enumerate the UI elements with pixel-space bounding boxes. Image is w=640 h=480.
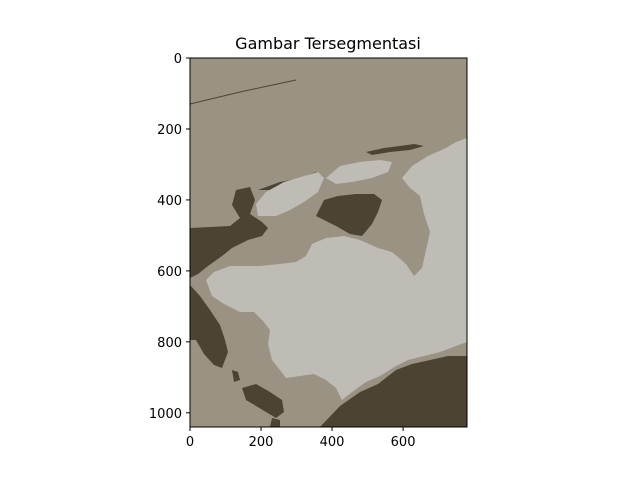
plot-area: [189, 57, 468, 428]
segment-dark-blob-3: [270, 418, 280, 427]
x-axis: 0 200 400 600: [186, 427, 416, 450]
segment-dark-center: [316, 194, 382, 236]
segment-dark-lower-left: [190, 285, 228, 368]
segmentation-image: [190, 58, 467, 427]
segment-dark-streak-2: [366, 144, 424, 155]
plot-frame: [189, 57, 468, 428]
segment-light-main: [206, 138, 467, 400]
chart-title: Gambar Tersegmentasi: [235, 34, 421, 53]
segment-dark-blob-1: [232, 370, 240, 382]
x-tick-label: 200: [249, 435, 274, 450]
x-tick-label: 0: [186, 435, 194, 450]
y-tick-label: 200: [157, 123, 182, 138]
y-tick-label: 400: [157, 194, 182, 209]
x-tick-label: 600: [391, 435, 416, 450]
y-tick-label: 0: [174, 52, 182, 67]
y-tick-label: 800: [157, 336, 182, 351]
segment-dark-left: [190, 187, 268, 278]
segment-dark-blob-2: [242, 384, 284, 418]
segment-light-upper-left: [256, 172, 324, 216]
segment-dark-line: [190, 79, 297, 105]
y-tick-label: 600: [157, 265, 182, 280]
segment-light-upper-mid: [326, 160, 392, 184]
x-tick-label: 400: [320, 435, 345, 450]
y-axis: 0 200 400 600 800 1000: [149, 52, 190, 422]
y-tick-label: 1000: [149, 407, 182, 422]
segment-dark-bottom-right: [320, 356, 467, 427]
